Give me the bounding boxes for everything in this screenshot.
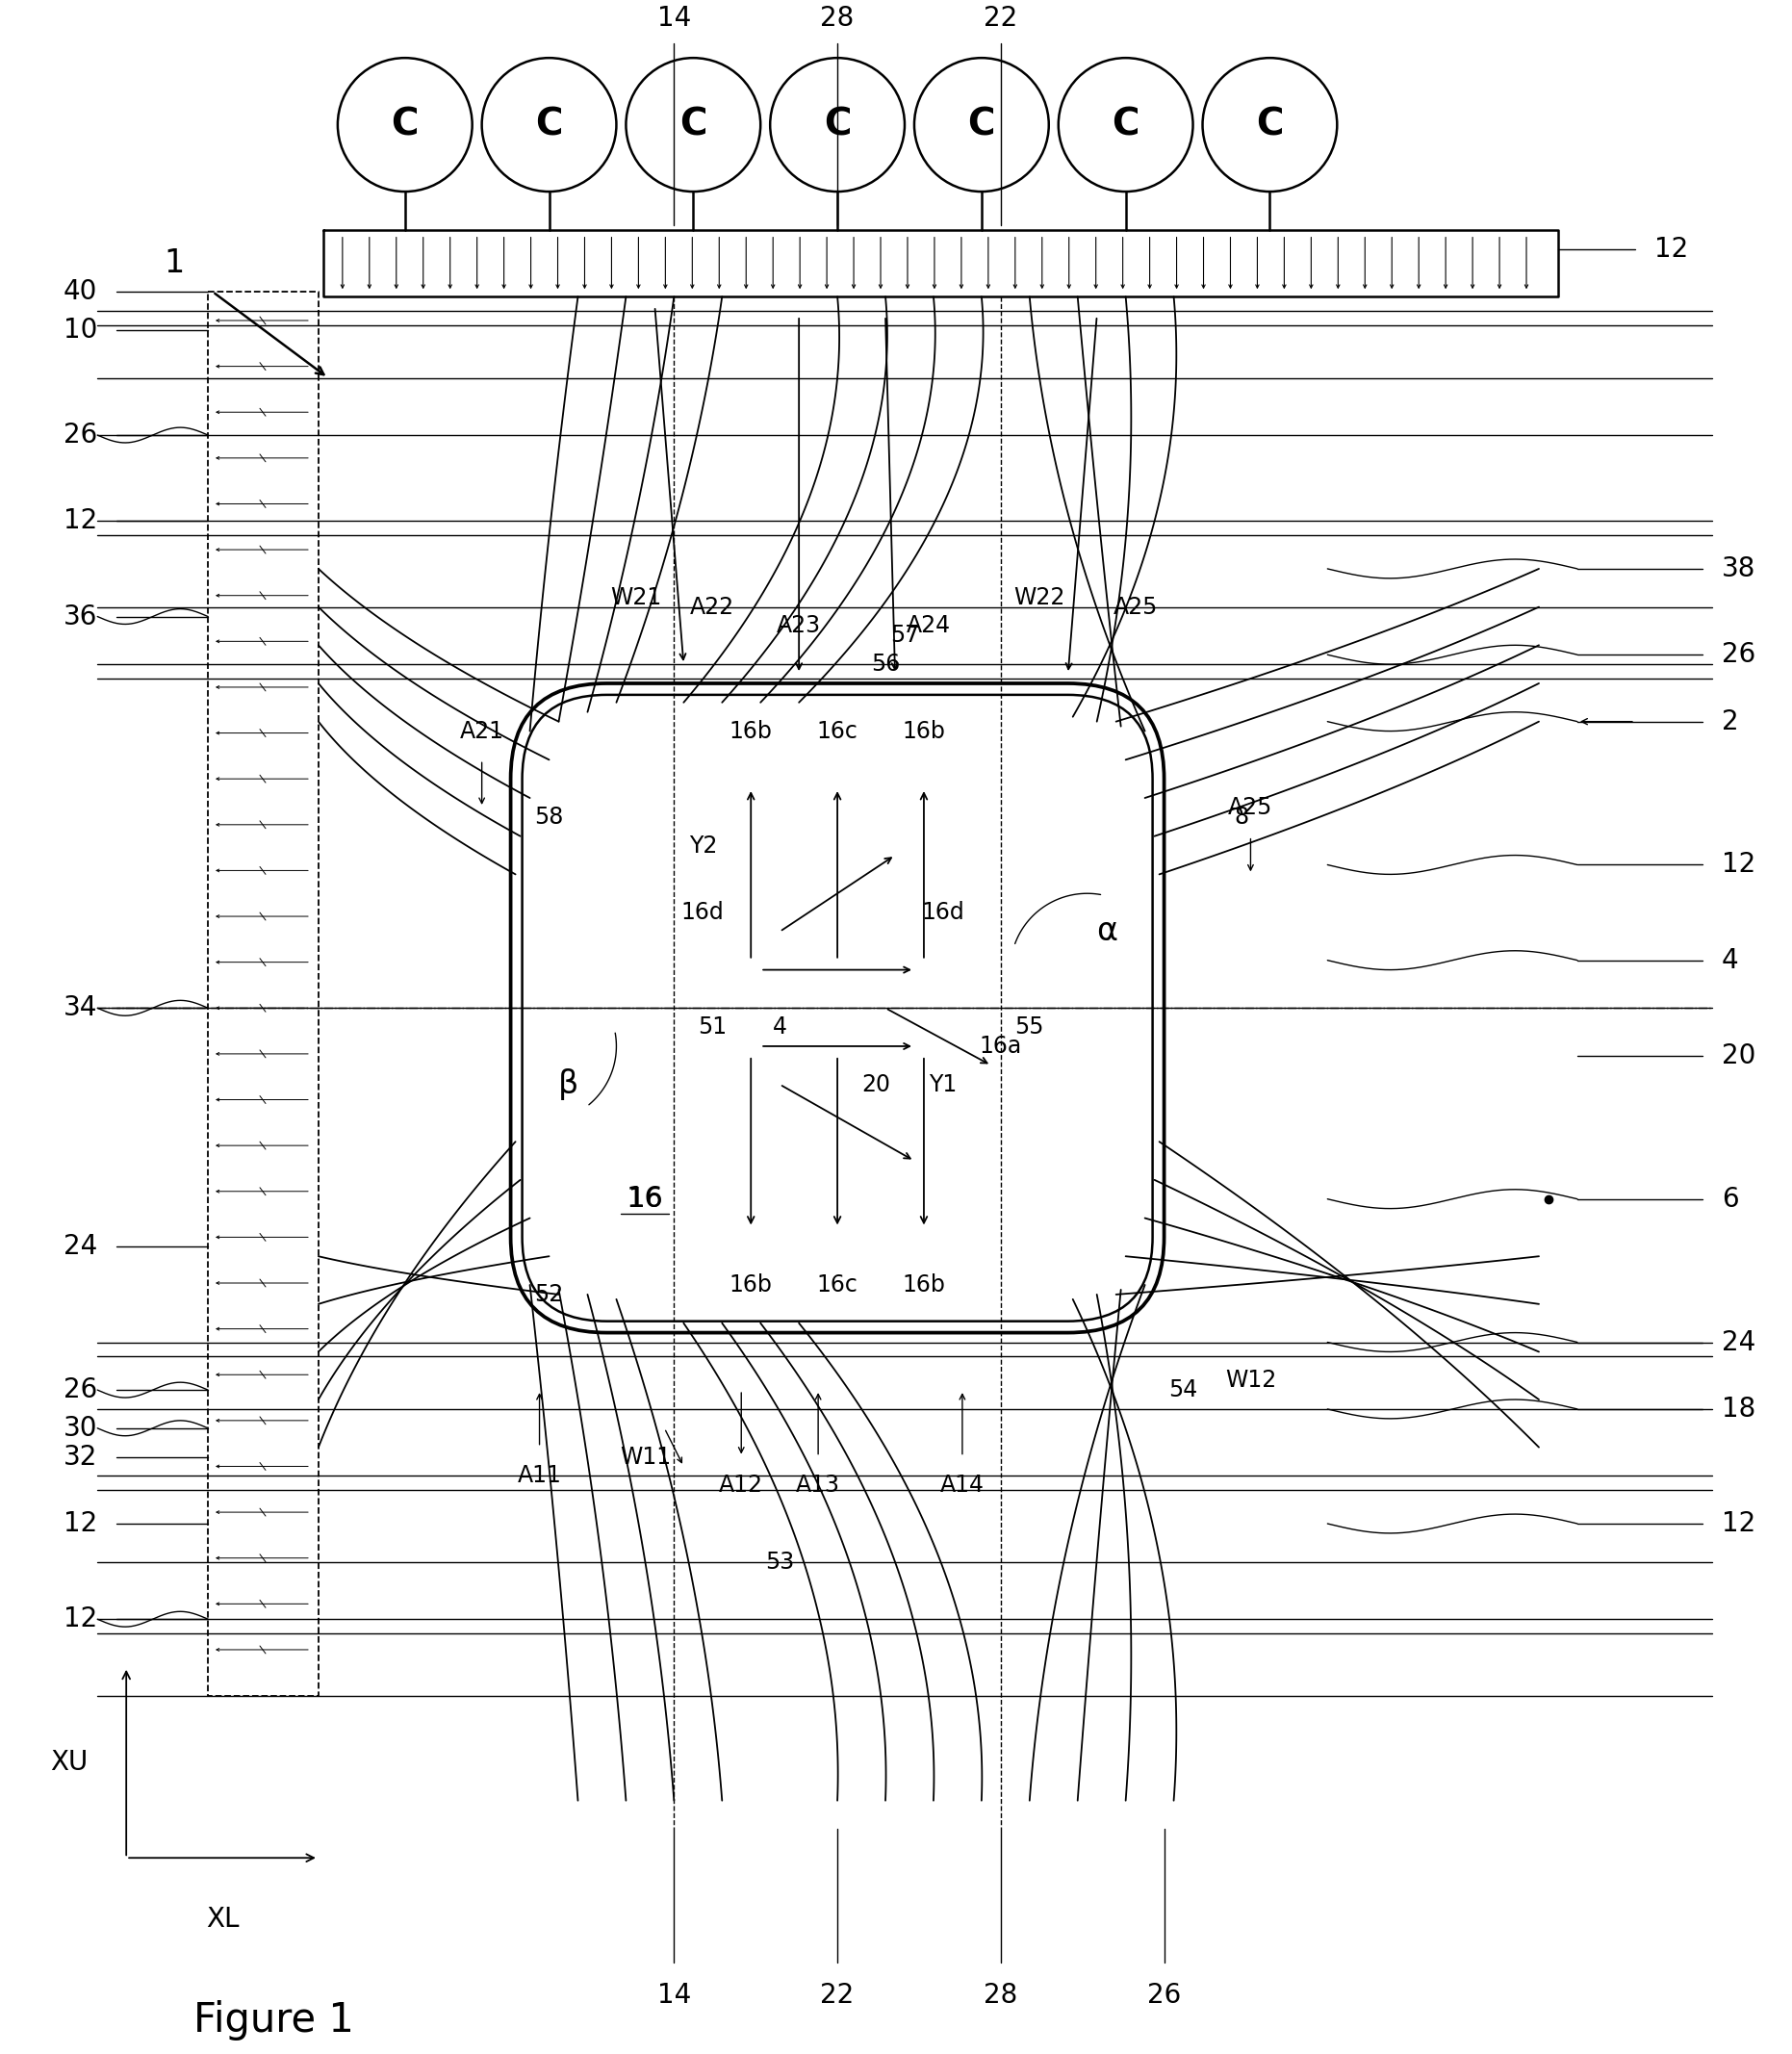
Text: 53: 53 [765, 1551, 794, 1573]
Text: 8: 8 [1233, 805, 1249, 828]
Text: 16b: 16b [903, 1273, 946, 1296]
Text: Y1: Y1 [928, 1072, 957, 1097]
Text: 16b: 16b [729, 719, 772, 744]
Text: 26: 26 [1722, 641, 1756, 668]
Text: 12: 12 [1722, 1510, 1756, 1536]
Text: 16b: 16b [903, 719, 946, 744]
Text: 54: 54 [1168, 1378, 1197, 1401]
Text: 51: 51 [697, 1015, 728, 1039]
Text: 12: 12 [1654, 236, 1688, 263]
Text: A12: A12 [719, 1475, 763, 1497]
Text: 20: 20 [862, 1072, 891, 1097]
Text: 26: 26 [1147, 1982, 1181, 2009]
Text: XL: XL [206, 1906, 238, 1933]
Text: β: β [557, 1068, 579, 1101]
Text: 2: 2 [1722, 709, 1738, 735]
Text: A11: A11 [518, 1465, 561, 1487]
Text: 6: 6 [1722, 1185, 1738, 1212]
Text: 26: 26 [63, 1376, 97, 1403]
Text: W21: W21 [609, 585, 661, 608]
Text: 38: 38 [1722, 555, 1756, 581]
Text: 16: 16 [629, 1185, 663, 1212]
Text: 4: 4 [1722, 947, 1738, 974]
Text: C: C [824, 107, 851, 144]
Text: C: C [1256, 107, 1283, 144]
Text: 14: 14 [658, 1982, 692, 2009]
Text: C: C [679, 107, 708, 144]
Text: W22: W22 [1014, 585, 1064, 608]
Text: C: C [1113, 107, 1140, 144]
Text: 30: 30 [63, 1415, 97, 1442]
Text: A22: A22 [690, 596, 735, 618]
Text: 22: 22 [984, 6, 1018, 33]
Text: 34: 34 [63, 994, 97, 1021]
Text: W12: W12 [1226, 1368, 1276, 1393]
Text: 1: 1 [165, 246, 185, 279]
Text: 56: 56 [871, 653, 900, 676]
Text: 55: 55 [1014, 1015, 1045, 1039]
Text: 32: 32 [63, 1444, 97, 1471]
Text: 22: 22 [821, 1982, 855, 2009]
Text: 12: 12 [63, 1510, 97, 1536]
Text: A23: A23 [776, 614, 821, 637]
Text: A21: A21 [461, 719, 504, 744]
Text: 28: 28 [821, 6, 855, 33]
Text: 36: 36 [63, 604, 97, 631]
Text: Y2: Y2 [688, 834, 717, 857]
Text: 18: 18 [1722, 1395, 1756, 1423]
Text: 16c: 16c [817, 1273, 858, 1296]
Text: 52: 52 [534, 1284, 564, 1306]
Text: A25: A25 [1228, 797, 1272, 820]
Text: 16: 16 [627, 1185, 663, 1214]
Text: 58: 58 [534, 805, 564, 828]
Text: 16b: 16b [729, 1273, 772, 1296]
Text: 24: 24 [1722, 1329, 1756, 1356]
Text: 26: 26 [63, 421, 97, 448]
Text: 12: 12 [63, 1606, 97, 1633]
Text: 12: 12 [1722, 850, 1756, 879]
Text: 14: 14 [658, 6, 692, 33]
Text: 16c: 16c [817, 719, 858, 744]
Text: 57: 57 [891, 624, 919, 647]
Text: A24: A24 [907, 614, 952, 637]
Text: 16d: 16d [921, 902, 964, 924]
Text: C: C [391, 107, 419, 144]
Text: A14: A14 [941, 1475, 984, 1497]
Text: C: C [536, 107, 563, 144]
Text: α: α [1097, 916, 1116, 947]
Text: 24: 24 [63, 1232, 97, 1261]
Text: W11: W11 [620, 1446, 670, 1469]
Text: 16a: 16a [980, 1035, 1021, 1058]
Text: C: C [968, 107, 995, 144]
Text: 40: 40 [63, 279, 97, 306]
Text: Figure 1: Figure 1 [194, 2001, 355, 2040]
Text: 4: 4 [772, 1015, 787, 1039]
Text: XU: XU [50, 1748, 88, 1777]
Text: 12: 12 [63, 507, 97, 534]
Text: 20: 20 [1722, 1041, 1756, 1070]
Text: 28: 28 [984, 1982, 1018, 2009]
Text: A13: A13 [796, 1475, 840, 1497]
Text: 16d: 16d [681, 902, 724, 924]
Text: 10: 10 [63, 316, 97, 343]
Text: A25: A25 [1113, 596, 1158, 618]
